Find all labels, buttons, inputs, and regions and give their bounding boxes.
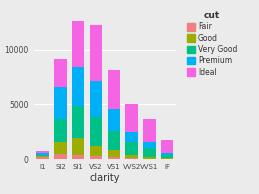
Bar: [107, 157, 120, 159]
Bar: [36, 157, 49, 159]
Y-axis label: count: count: [0, 72, 2, 99]
Bar: [90, 156, 102, 159]
Bar: [107, 70, 120, 109]
Bar: [125, 142, 138, 155]
Bar: [125, 158, 138, 159]
Bar: [125, 132, 138, 142]
Bar: [125, 155, 138, 158]
Bar: [54, 59, 67, 87]
Bar: [90, 146, 102, 156]
Bar: [72, 67, 84, 106]
Bar: [36, 156, 49, 157]
Bar: [125, 104, 138, 132]
Bar: [36, 151, 49, 153]
Bar: [72, 138, 84, 155]
Bar: [161, 153, 174, 155]
Bar: [143, 141, 156, 148]
Bar: [90, 25, 102, 81]
Bar: [107, 131, 120, 150]
Bar: [107, 150, 120, 157]
Bar: [54, 119, 67, 142]
Bar: [143, 157, 156, 159]
Bar: [54, 154, 67, 159]
Bar: [72, 155, 84, 159]
Bar: [36, 155, 49, 156]
Bar: [161, 158, 174, 159]
Bar: [54, 87, 67, 119]
Bar: [143, 148, 156, 157]
Bar: [107, 109, 120, 131]
Bar: [72, 21, 84, 67]
Bar: [90, 81, 102, 117]
Bar: [161, 139, 174, 153]
Bar: [36, 153, 49, 155]
X-axis label: clarity: clarity: [90, 173, 120, 183]
Bar: [161, 155, 174, 158]
Bar: [90, 117, 102, 146]
Bar: [143, 119, 156, 141]
Bar: [54, 142, 67, 154]
Bar: [72, 106, 84, 138]
Legend: Fair, Good, Very Good, Premium, Ideal: Fair, Good, Very Good, Premium, Ideal: [185, 10, 239, 78]
